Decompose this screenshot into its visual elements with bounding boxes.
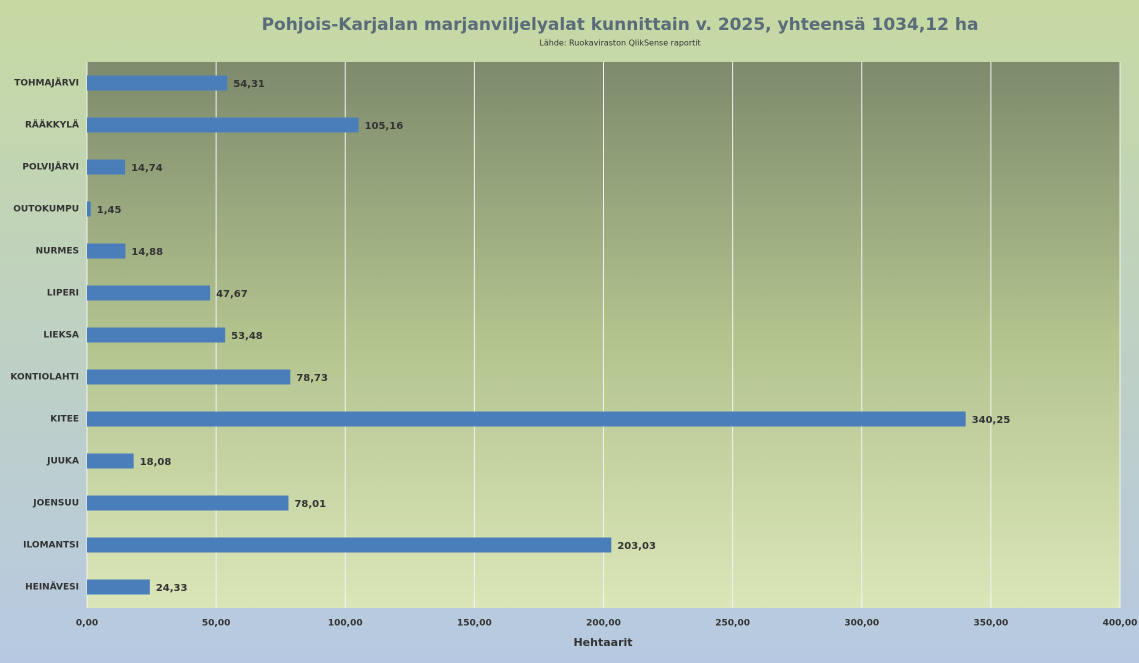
x-tick-label: 100,00 xyxy=(328,619,363,629)
y-tick-label: HEINÄVESI xyxy=(25,582,79,593)
x-tick-label: 400,00 xyxy=(1103,619,1138,629)
value-label: 14,74 xyxy=(131,163,163,174)
y-tick-label: ILOMANTSI xyxy=(23,541,79,551)
value-label: 54,31 xyxy=(233,79,265,90)
x-tick-label: 0,00 xyxy=(76,619,98,629)
y-tick-label: TOHMAJÄRVI xyxy=(14,78,79,89)
value-label: 1,45 xyxy=(97,205,122,216)
x-tick-label: 200,00 xyxy=(586,619,621,629)
chart-title: Pohjois-Karjalan marjanviljelyalat kunni… xyxy=(262,15,979,35)
bar xyxy=(87,537,612,553)
y-tick-label: LIEKSA xyxy=(43,331,79,341)
value-label: 18,08 xyxy=(140,457,172,468)
bar xyxy=(87,75,228,91)
bar xyxy=(87,159,126,175)
x-tick-label: 50,00 xyxy=(202,619,230,629)
value-label: 105,16 xyxy=(365,121,404,132)
bar xyxy=(87,243,126,259)
bar xyxy=(87,453,134,469)
bar xyxy=(87,411,966,427)
y-tick-label: JUUKA xyxy=(46,457,79,467)
bar xyxy=(87,327,226,343)
y-tick-label: POLVIJÄRVI xyxy=(22,162,79,173)
y-tick-label: JOENSUU xyxy=(32,499,79,509)
bar xyxy=(87,369,291,385)
y-tick-label: NURMES xyxy=(36,247,79,257)
value-label: 78,73 xyxy=(296,373,328,384)
bar xyxy=(87,285,211,301)
value-label: 14,88 xyxy=(131,247,163,258)
y-tick-label: KONTIOLAHTI xyxy=(10,373,79,383)
value-label: 53,48 xyxy=(231,331,263,342)
bar xyxy=(87,579,150,595)
x-tick-label: 150,00 xyxy=(457,619,492,629)
y-tick-label: LIPERI xyxy=(47,289,79,299)
y-tick-label: OUTOKUMPU xyxy=(13,205,79,215)
x-tick-label: 250,00 xyxy=(715,619,750,629)
bar xyxy=(87,495,289,511)
value-label: 203,03 xyxy=(617,541,656,552)
value-label: 47,67 xyxy=(216,289,248,300)
x-tick-label: 300,00 xyxy=(844,619,879,629)
value-label: 340,25 xyxy=(972,415,1011,426)
bar xyxy=(87,117,359,133)
bar xyxy=(87,201,91,217)
value-label: 24,33 xyxy=(156,583,188,594)
y-tick-label: KITEE xyxy=(50,415,79,425)
chart-subtitle: Lähde: Ruokaviraston QlikSense raportit xyxy=(539,39,700,48)
y-tick-label: RÄÄKKYLÄ xyxy=(25,120,79,131)
x-tick-label: 350,00 xyxy=(974,619,1009,629)
value-label: 78,01 xyxy=(294,499,326,510)
x-axis-title: Hehtaarit xyxy=(573,636,632,649)
